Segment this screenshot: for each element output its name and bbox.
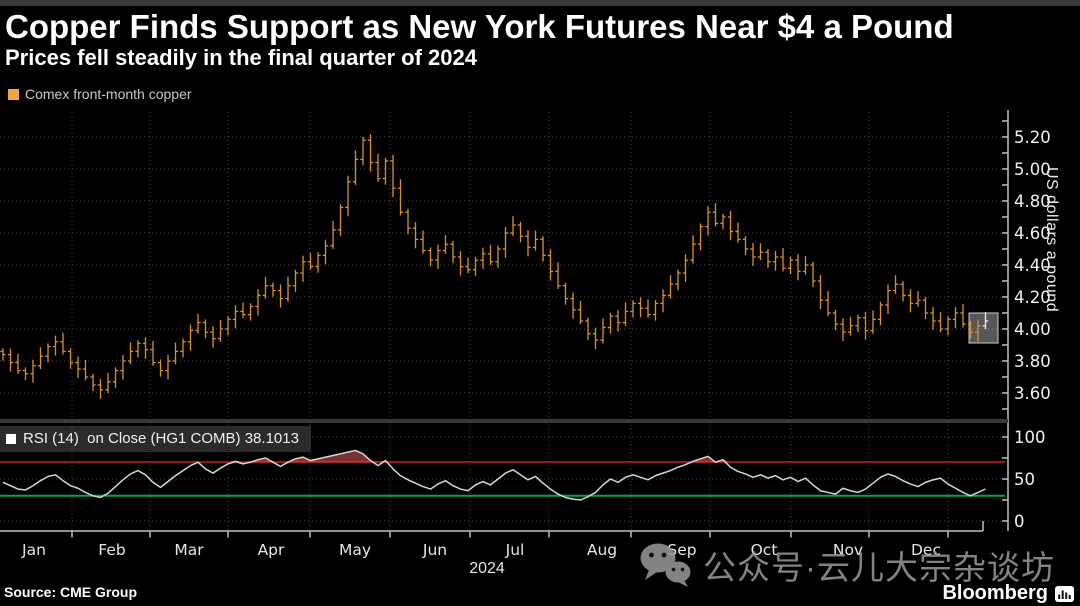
price-tick-label: 4.40 [1014, 256, 1051, 275]
month-label: Oct [751, 541, 778, 559]
month-label: Apr [258, 541, 285, 559]
month-label: Jun [422, 541, 447, 559]
rsi-line [2, 449, 986, 501]
price-axis-title: US dollars a pound [1043, 167, 1060, 313]
bloomberg-chart-icon [1055, 585, 1074, 602]
top-divider [0, 0, 1080, 6]
price-tick-label: 3.80 [1014, 352, 1051, 371]
source-note: Source: CME Group [4, 584, 138, 600]
price-tick-label: 4.60 [1014, 224, 1051, 243]
month-label: Jul [505, 541, 525, 559]
price-legend[interactable]: Comex front-month copper [8, 86, 192, 102]
price-tick-label: 4.80 [1014, 192, 1051, 211]
month-label: Feb [98, 541, 125, 559]
legend-swatch-icon [8, 88, 19, 100]
rsi-series [0, 449, 1005, 501]
bloomberg-wordmark: Bloomberg [942, 582, 1048, 604]
x-axis-year-label: 2024 [469, 560, 505, 577]
rsi-tick-label: 0 [1014, 512, 1025, 531]
page-subtitle: Prices fell steadily in the final quarte… [5, 45, 477, 70]
watermark-text: 公众号·云儿大宗杂谈坊 [703, 549, 1055, 586]
rsi-overbought-fill [3, 450, 986, 463]
month-label: Jan [21, 541, 46, 559]
month-label: Dec [911, 541, 941, 559]
panel-divider[interactable] [0, 419, 1008, 423]
price-tick-label: 3.60 [1014, 384, 1051, 403]
selected-bar-highlight[interactable] [968, 312, 999, 344]
rsi-tick-label: 50 [1014, 470, 1035, 489]
rsi-legend[interactable]: RSI (14) on Close (HG1 COMB) 38.1013 [0, 426, 311, 452]
price-tick-label: 5.20 [1014, 128, 1051, 147]
rsi-legend-label: RSI (14) on Close (HG1 COMB) 38.1013 [23, 430, 299, 447]
price-axis: 5.20 5.00 4.80 4.60 4.40 4.20 4.00 3.80 3.60 100 5… [1002, 110, 1051, 531]
legend-label: Comex front-month copper [25, 86, 192, 102]
bloomberg-logo: Bloomberg [942, 582, 1074, 605]
gridlines [0, 112, 1005, 530]
price-tick-label: 4.20 [1014, 288, 1051, 307]
rsi-tick-label: 100 [1014, 428, 1046, 447]
watermark: 公众号·云儿大宗杂谈坊 [638, 541, 1055, 589]
month-label: Nov [833, 541, 863, 559]
page-title: Copper Finds Support as New York Futures… [5, 8, 954, 45]
ohlc-series [0, 134, 989, 399]
time-axis: Jan Feb Mar Apr May Jun Jul Aug Sep Oct Nov Dec [0, 521, 984, 559]
wechat-icon [640, 543, 691, 587]
month-label: Aug [587, 541, 617, 559]
rsi-legend-swatch-icon [6, 433, 16, 444]
month-label: Mar [174, 541, 204, 559]
price-tick-label: 5.00 [1014, 160, 1051, 179]
price-tick-label: 4.00 [1014, 320, 1051, 339]
month-label: May [339, 541, 371, 559]
